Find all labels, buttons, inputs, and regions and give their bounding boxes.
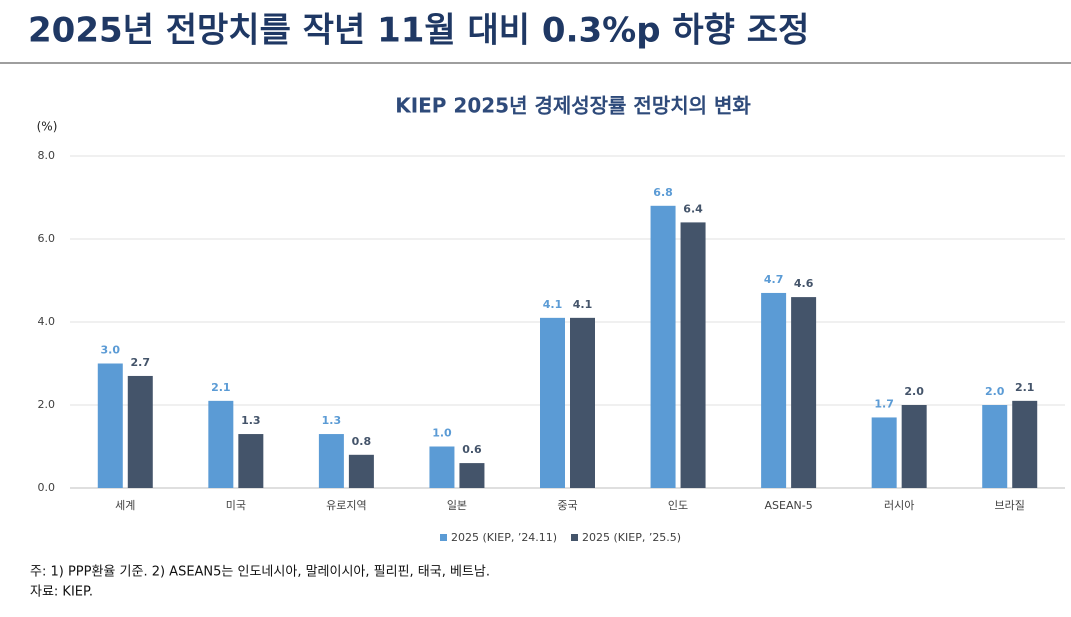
legend-swatch (571, 534, 578, 541)
x-tick-label: ASEAN-5 (765, 499, 813, 512)
bar (1012, 400, 1038, 488)
x-tick-label: 브라질 (995, 499, 1025, 512)
value-label: 1.7 (874, 397, 894, 410)
bar (540, 317, 565, 488)
y-tick-label: 4.0 (38, 315, 56, 328)
x-tick-label: 유로지역 (326, 499, 366, 512)
footnote: 주: 1) PPP환율 기준. 2) ASEAN5는 인도네시아, 말레이시아,… (30, 565, 490, 580)
bar (348, 454, 374, 488)
y-unit: (%) (37, 120, 58, 134)
bar (208, 400, 234, 488)
value-label: 2.1 (1015, 381, 1035, 394)
x-tick-label: 일본 (447, 498, 467, 512)
value-label: 1.3 (322, 414, 342, 427)
source-note: 자료: KIEP. (30, 585, 93, 600)
value-label: 6.4 (683, 202, 703, 215)
y-tick-label: 8.0 (38, 149, 56, 162)
value-label: 1.3 (241, 414, 261, 427)
value-label: 2.7 (131, 356, 151, 369)
bar (871, 417, 897, 488)
value-label: 4.6 (794, 277, 814, 290)
y-tick-label: 6.0 (38, 232, 56, 245)
x-tick-label: 세계 (115, 499, 135, 512)
bar (791, 297, 817, 488)
value-label: 4.7 (764, 273, 784, 286)
x-tick-label: 미국 (226, 499, 246, 512)
value-label: 1.0 (432, 427, 452, 440)
x-tick-label: 인도 (668, 499, 688, 512)
value-label: 6.8 (653, 186, 673, 199)
bar (97, 363, 123, 488)
bar (901, 405, 927, 488)
bar (680, 222, 706, 488)
value-label: 4.1 (543, 298, 563, 311)
x-tick-label: 러시아 (884, 499, 914, 512)
page-title: 2025년 전망치를 작년 11월 대비 0.3%p 하향 조정 (28, 11, 809, 51)
value-label: 4.1 (573, 298, 593, 311)
value-label: 0.8 (352, 435, 372, 448)
value-label: 2.0 (985, 385, 1005, 398)
chart-title: KIEP 2025년 경제성장률 전망치의 변화 (395, 94, 751, 118)
bar (650, 205, 676, 489)
legend-swatch (440, 534, 447, 541)
value-label: 2.0 (904, 385, 924, 398)
y-tick-label: 0.0 (38, 481, 56, 494)
legend-label: 2025 (KIEP, ’25.5) (582, 531, 681, 544)
bar (318, 434, 344, 488)
bar (761, 292, 787, 488)
bar (570, 317, 595, 488)
bar (238, 434, 264, 488)
bar (982, 405, 1008, 488)
legend-label: 2025 (KIEP, ’24.11) (451, 531, 557, 544)
bar (127, 375, 153, 488)
value-label: 2.1 (211, 381, 231, 394)
bar (429, 446, 455, 488)
y-tick-label: 2.0 (38, 398, 56, 411)
value-label: 0.6 (462, 443, 482, 456)
value-label: 3.0 (101, 344, 121, 357)
bar (459, 463, 485, 488)
x-tick-label: 중국 (557, 499, 577, 512)
